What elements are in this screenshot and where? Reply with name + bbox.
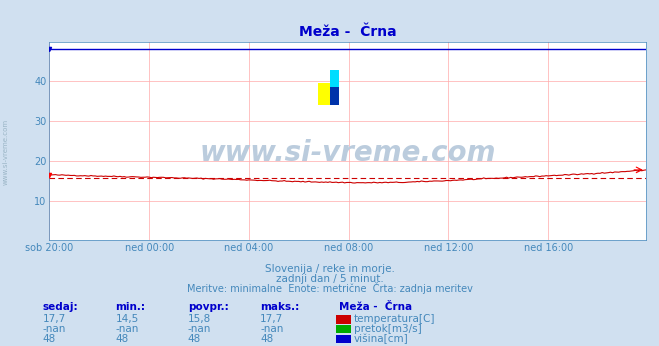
Text: -nan: -nan bbox=[188, 324, 211, 334]
Text: -nan: -nan bbox=[115, 324, 138, 334]
Text: 17,7: 17,7 bbox=[260, 315, 283, 325]
Text: sedaj:: sedaj: bbox=[43, 302, 78, 312]
Bar bbox=[330, 87, 339, 105]
Text: -nan: -nan bbox=[43, 324, 66, 334]
Text: temperatura[C]: temperatura[C] bbox=[354, 315, 436, 325]
Text: 14,5: 14,5 bbox=[115, 315, 138, 325]
Text: Meritve: minimalne  Enote: metrične  Črta: zadnja meritev: Meritve: minimalne Enote: metrične Črta:… bbox=[186, 282, 473, 294]
Text: 17,7: 17,7 bbox=[43, 315, 66, 325]
Text: povpr.:: povpr.: bbox=[188, 302, 229, 312]
Text: višina[cm]: višina[cm] bbox=[354, 334, 409, 344]
Text: min.:: min.: bbox=[115, 302, 146, 312]
Text: 15,8: 15,8 bbox=[188, 315, 211, 325]
Text: 48: 48 bbox=[260, 334, 273, 344]
Text: 48: 48 bbox=[43, 334, 56, 344]
Text: www.si-vreme.com: www.si-vreme.com bbox=[2, 119, 9, 185]
Text: zadnji dan / 5 minut.: zadnji dan / 5 minut. bbox=[275, 274, 384, 284]
Bar bbox=[318, 82, 330, 105]
Text: Meža -  Črna: Meža - Črna bbox=[339, 302, 413, 312]
Text: 48: 48 bbox=[188, 334, 201, 344]
Text: -nan: -nan bbox=[260, 324, 283, 334]
Title: Meža -  Črna: Meža - Črna bbox=[299, 25, 397, 39]
Text: maks.:: maks.: bbox=[260, 302, 300, 312]
Text: Slovenija / reke in morje.: Slovenija / reke in morje. bbox=[264, 264, 395, 274]
Text: www.si-vreme.com: www.si-vreme.com bbox=[200, 139, 496, 167]
Bar bbox=[330, 70, 339, 98]
Text: 48: 48 bbox=[115, 334, 129, 344]
Text: pretok[m3/s]: pretok[m3/s] bbox=[354, 324, 422, 334]
